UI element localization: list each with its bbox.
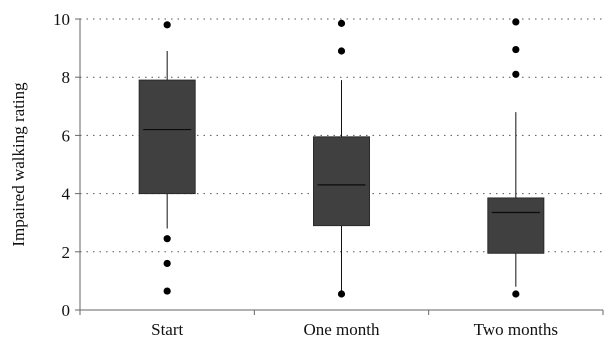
outlier-point-2-2 [512,70,520,78]
outlier-point-0-2 [163,259,171,268]
y-tick-label-10: 10 [53,10,70,29]
box-group-2 [487,18,545,298]
outlier-point-0-3 [163,287,171,295]
y-tick-label-4: 4 [62,185,71,204]
x-tick-label-1: One month [303,320,380,339]
box-0 [138,79,196,195]
outlier-point-1-1 [337,47,346,55]
x-tick-label-0: Start [151,320,183,339]
outlier-point-0-0 [163,21,171,29]
box-group-0 [138,21,196,295]
y-axis-title: Impaired walking rating [9,82,28,247]
y-tick-label-6: 6 [62,126,71,145]
boxes [138,18,545,298]
outlier-point-0-1 [163,235,171,243]
y-tick-label-2: 2 [62,243,71,262]
outlier-point-1-2 [337,290,346,298]
outlier-point-2-0 [512,18,520,26]
outlier-point-2-3 [512,290,520,298]
tick-labels: 0 2 4 6 8 10 Start One month Two months [53,10,558,339]
outlier-point-2-1 [512,45,520,54]
box-1 [313,136,370,227]
y-tick-label-0: 0 [62,301,71,320]
axes [75,18,604,315]
x-tick-label-2: Two months [474,320,558,339]
box-group-1 [313,19,370,298]
box-2 [487,197,545,254]
outlier-point-1-0 [337,19,346,27]
y-tick-label-8: 8 [62,68,71,87]
